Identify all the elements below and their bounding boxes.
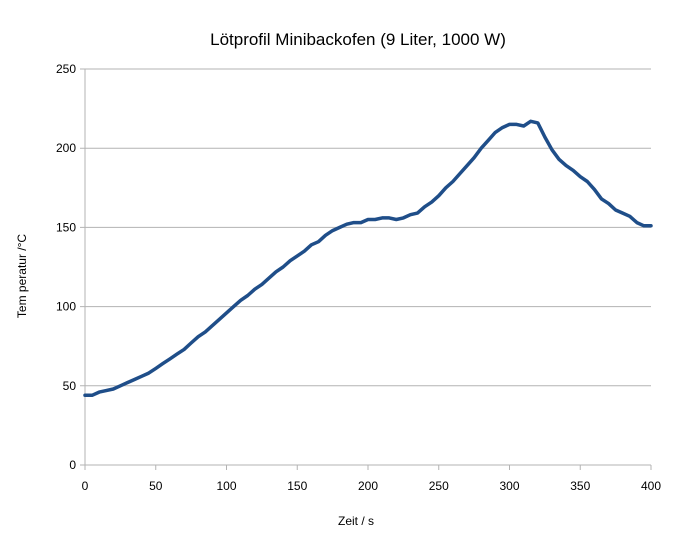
y-tick-label-150: 150	[56, 220, 76, 234]
y-tick-label-50: 50	[63, 379, 77, 393]
x-tick-labels: 0 50 100 150 200 250 300 350 400	[82, 479, 662, 493]
x-tick-label-250: 250	[429, 479, 449, 493]
x-tick-label-0: 0	[82, 479, 89, 493]
series-line-0	[83, 119, 653, 398]
y-tick-label-0: 0	[69, 458, 76, 472]
y-tick-label-250: 250	[56, 62, 76, 76]
x-tick-label-300: 300	[499, 479, 519, 493]
chart-title: Lötprofil Minibackofen (9 Liter, 1000 W)	[210, 30, 506, 49]
y-axis-label: Tem peratur /°C	[15, 234, 29, 318]
grid	[80, 68, 651, 466]
x-tick-label-200: 200	[358, 479, 378, 493]
axes	[84, 69, 652, 470]
y-tick-labels: 0 50 100 150 200 250	[56, 62, 76, 472]
series	[83, 119, 653, 398]
x-tick-label-50: 50	[149, 479, 163, 493]
y-tick-label-100: 100	[56, 300, 76, 314]
y-tick-label-200: 200	[56, 141, 76, 155]
x-tick-label-100: 100	[216, 479, 236, 493]
x-tick-label-350: 350	[570, 479, 590, 493]
x-tick-label-400: 400	[641, 479, 661, 493]
x-tick-label-150: 150	[287, 479, 307, 493]
x-axis-label: Zeit / s	[338, 514, 374, 528]
